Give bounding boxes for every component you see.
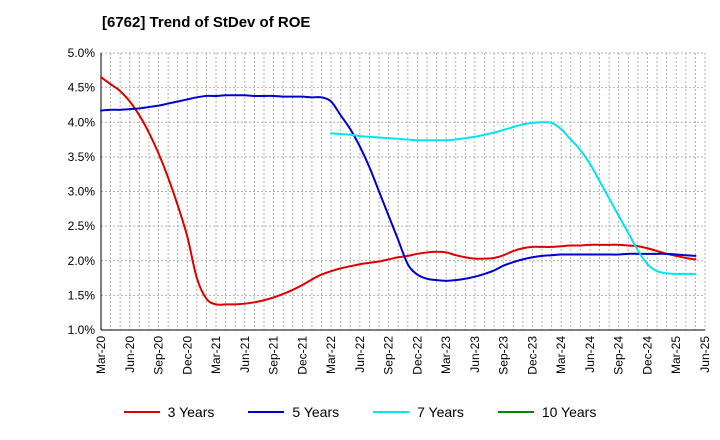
legend-item-5-years: 5 Years <box>248 404 339 420</box>
legend-label-7-years: 7 Years <box>417 404 464 420</box>
y-tick-label: 5.0% <box>68 46 96 60</box>
y-tick-label: 3.0% <box>68 185 96 199</box>
legend-swatch-5-years <box>248 411 285 413</box>
legend-item-7-years: 7 Years <box>373 404 464 420</box>
x-tick-label: Mar-22 <box>324 336 338 374</box>
axis-layer <box>100 53 705 331</box>
x-tick-label: Mar-21 <box>209 336 223 374</box>
series-line-7-years <box>330 121 697 275</box>
series-layer <box>100 76 697 306</box>
x-tick-label: Dec-21 <box>295 336 309 375</box>
legend-item-3-years: 3 Years <box>123 404 215 420</box>
y-tick-label: 2.0% <box>68 254 96 268</box>
chart-title: [6762] Trend of StDev of ROE <box>102 14 311 31</box>
y-tick-label: 1.0% <box>68 323 96 337</box>
series-line-3-years <box>100 76 697 306</box>
x-tick-label: Mar-24 <box>554 336 568 374</box>
legend-label-10-years: 10 Years <box>541 404 597 420</box>
x-tick-label: Jun-20 <box>123 336 137 373</box>
x-tick-label: Mar-20 <box>94 336 108 374</box>
legend-swatch-7-years <box>373 411 410 413</box>
y-tick-labels: 1.0% 1.5% 2.0% 2.5% 3.0% 3.5% 4.0% 4.5% 5.0% <box>68 46 96 337</box>
grid-layer <box>101 52 706 330</box>
x-tick-label: Sep-21 <box>267 336 281 375</box>
series-line-5-years <box>100 94 697 282</box>
x-tick-label: Jun-22 <box>353 336 367 373</box>
x-tick-label: Dec-23 <box>525 336 539 375</box>
x-tick-labels: Mar-20 Jun-20 Sep-20 Dec-20 Mar-21 Jun-21 Sep-… <box>94 336 712 375</box>
x-tick-label: Jun-23 <box>468 336 482 373</box>
legend: 3 Years 5 Years 7 Years 10 Years <box>0 404 720 420</box>
x-tick-label: Dec-22 <box>410 336 424 375</box>
y-tick-label: 2.5% <box>68 219 96 233</box>
legend-item-10-years: 10 Years <box>497 404 597 420</box>
y-tick-label: 4.5% <box>68 81 96 95</box>
x-tick-label: Mar-25 <box>669 336 683 374</box>
x-tick-label: Dec-20 <box>180 336 194 375</box>
y-tick-label: 4.0% <box>68 115 96 129</box>
x-tick-label: Jun-21 <box>238 336 252 373</box>
x-tick-label: Jun-24 <box>583 336 597 373</box>
x-tick-label: Dec-24 <box>640 336 654 375</box>
x-tick-label: Jun-25 <box>698 336 712 373</box>
x-tick-label: Sep-20 <box>152 336 166 375</box>
legend-label-5-years: 5 Years <box>292 404 340 420</box>
x-tick-label: Mar-23 <box>439 336 453 374</box>
x-tick-label: Sep-24 <box>612 336 626 375</box>
legend-label-3-years: 3 Years <box>167 404 215 420</box>
x-tick-label: Sep-23 <box>497 336 511 375</box>
x-tick-label: Sep-22 <box>382 336 396 375</box>
legend-swatch-10-years <box>497 411 534 413</box>
y-tick-label: 3.5% <box>68 150 96 164</box>
y-tick-label: 1.5% <box>68 288 96 302</box>
legend-swatch-3-years <box>123 411 160 413</box>
